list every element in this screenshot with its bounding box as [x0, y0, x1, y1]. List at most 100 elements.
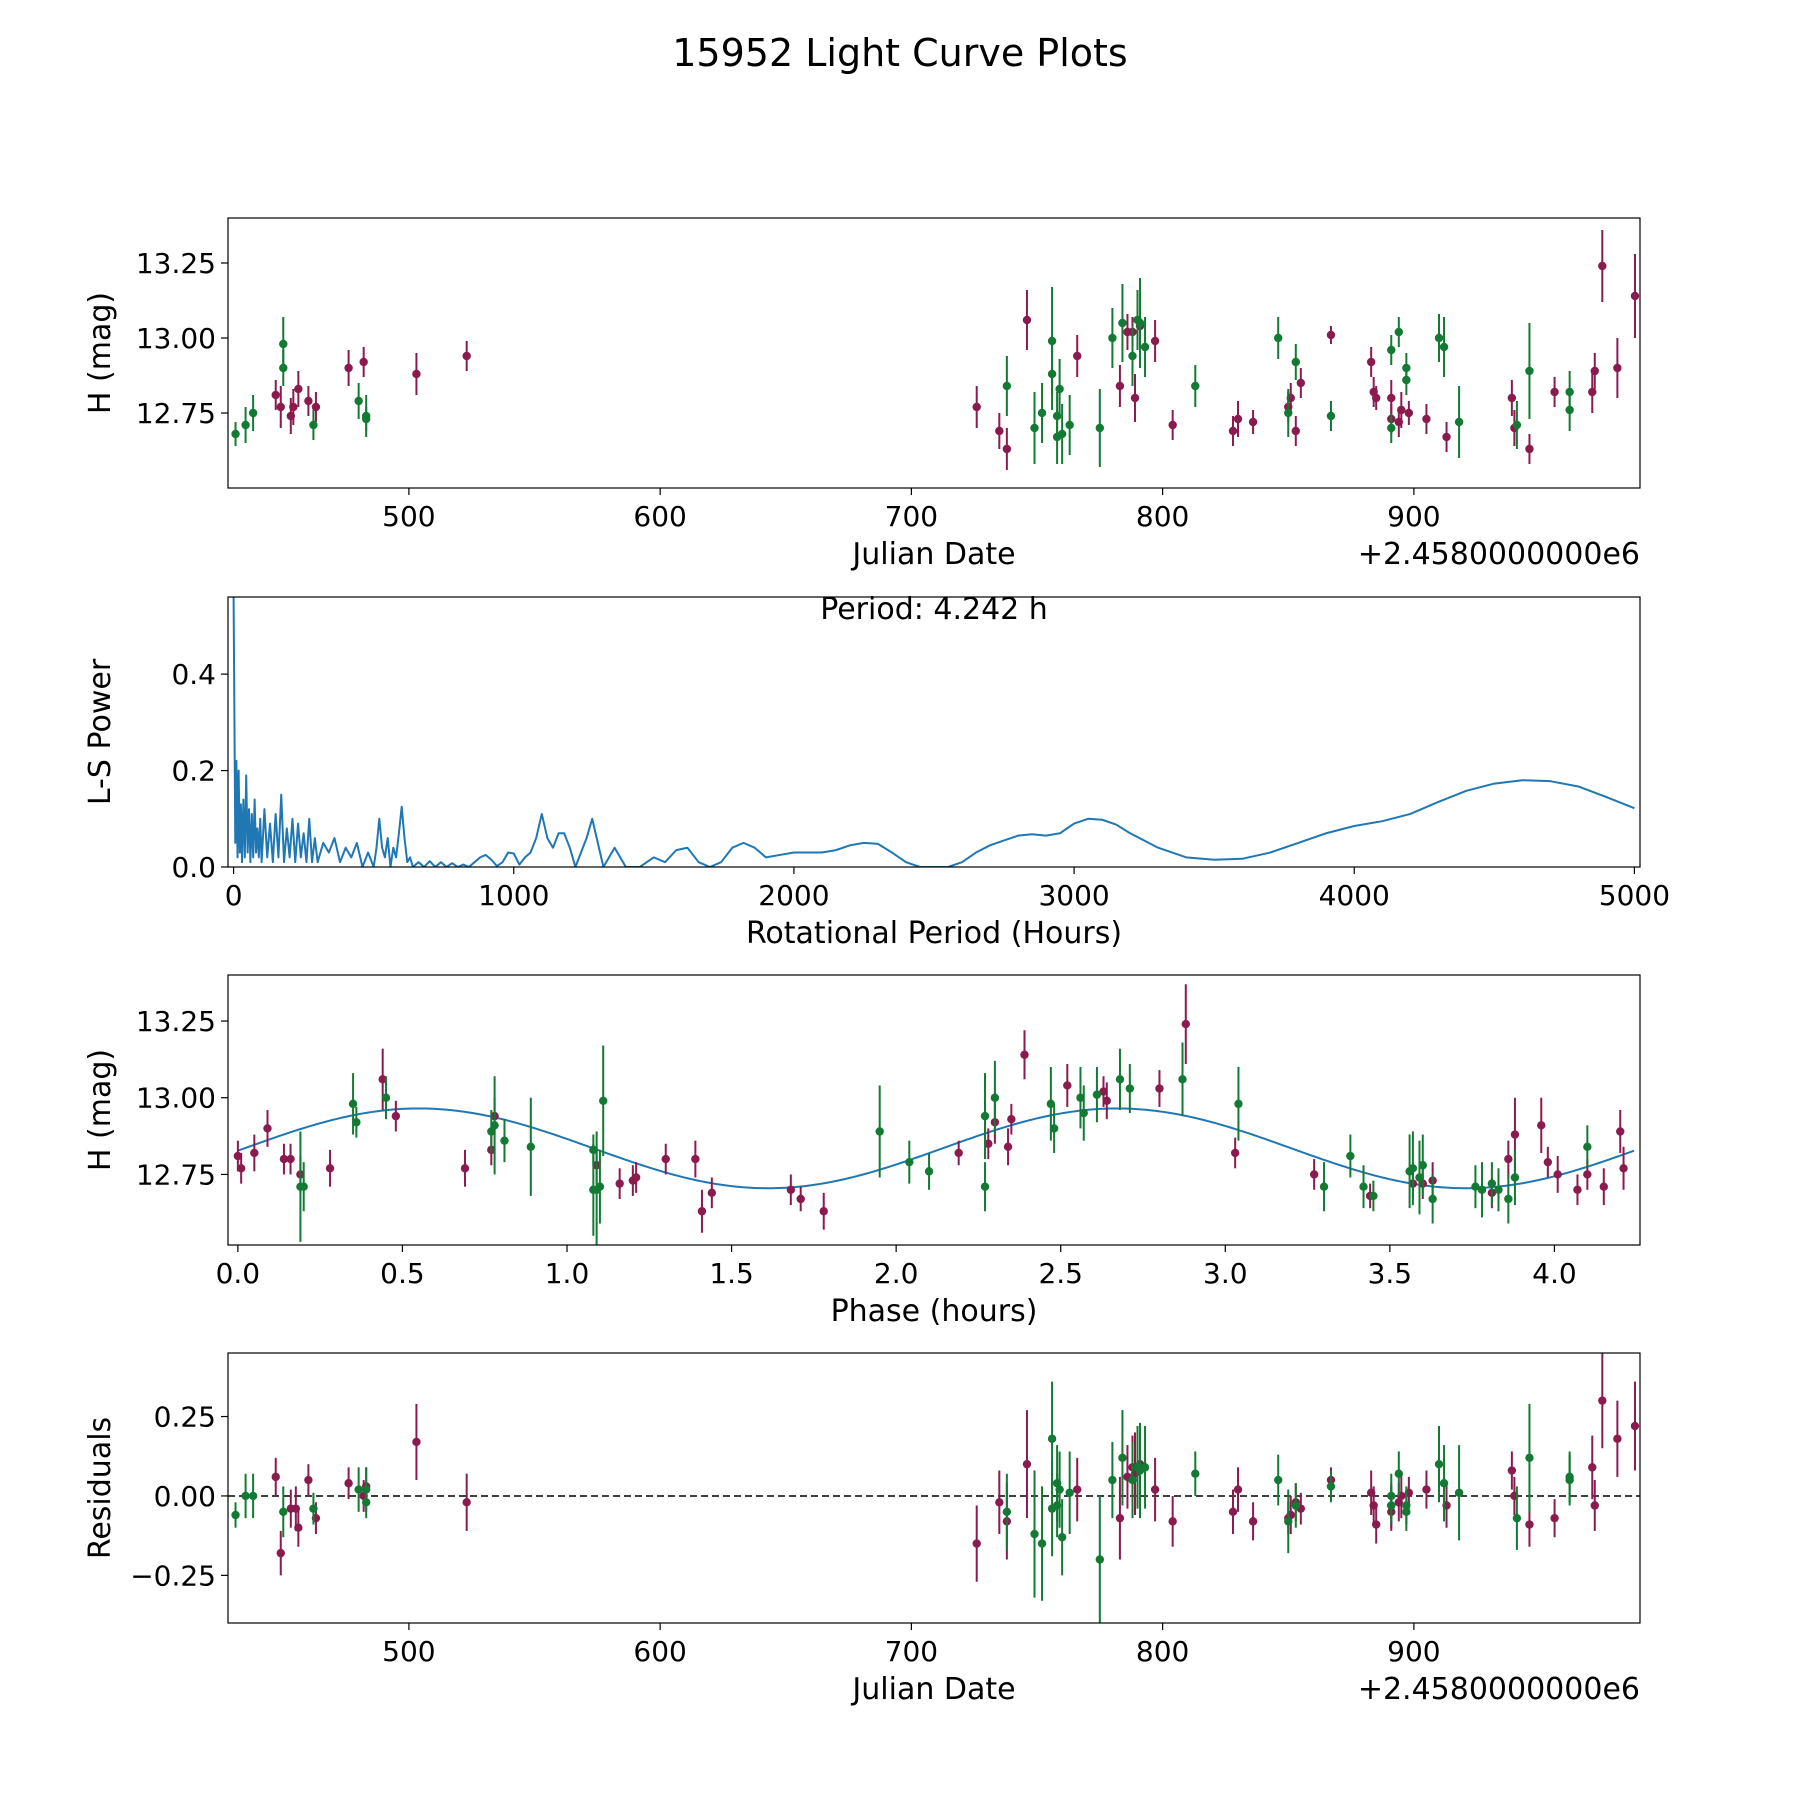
- axes-frame-lightcurve: [227, 217, 1641, 489]
- data-point: [1428, 1194, 1437, 1204]
- data-point: [294, 1523, 303, 1532]
- x-tick-label: 0.0: [216, 1257, 261, 1290]
- data-point: [1525, 1520, 1534, 1529]
- x-tick-label: 800: [1136, 500, 1189, 533]
- y-tick-label: 13.00: [136, 322, 216, 355]
- panel-phased: 0.0 0.5 1.0 1.5 2.0 2.5 3.0 3.5 4.0 12.75 13.00 13.…: [83, 974, 1641, 1329]
- data-point: [1394, 327, 1404, 337]
- data-point: [1326, 411, 1336, 421]
- y-tick-label: 13.25: [136, 247, 216, 280]
- x-tick-label: 600: [633, 1635, 686, 1668]
- x-tick-label: 600: [633, 500, 686, 533]
- data-point: [1108, 333, 1117, 343]
- data-point: [599, 1096, 608, 1105]
- x-offset-label: +2.4580000000e6: [1358, 1672, 1640, 1707]
- data-point: [1553, 1170, 1562, 1179]
- x-axis-label: Phase (hours): [831, 1294, 1038, 1329]
- data-point: [1030, 423, 1039, 433]
- data-point: [309, 1504, 318, 1513]
- data-point: [263, 1124, 272, 1133]
- data-point: [412, 369, 421, 379]
- data-point: [1099, 1087, 1108, 1096]
- data-point: [1613, 1434, 1622, 1443]
- data-point: [289, 402, 298, 412]
- data-point: [1002, 444, 1012, 454]
- x-axis-label: Rotational Period (Hours): [746, 916, 1122, 951]
- data-point: [354, 396, 363, 406]
- data-point: [354, 1485, 363, 1494]
- data-point: [1055, 1485, 1064, 1494]
- axes-frame-periodogram: [227, 596, 1641, 868]
- y-tick-label: 13.25: [136, 1005, 216, 1038]
- data-point: [299, 1182, 308, 1191]
- data-point: [1128, 351, 1137, 361]
- data-point: [279, 339, 288, 349]
- data-point: [1168, 420, 1177, 430]
- data-point: [1525, 444, 1534, 454]
- data-point: [1402, 1507, 1411, 1517]
- data-point: [1274, 333, 1283, 343]
- y-tick-label: 0.25: [154, 1401, 216, 1434]
- data-point: [1047, 1434, 1057, 1443]
- data-point: [1408, 1164, 1418, 1173]
- data-point: [1397, 405, 1406, 415]
- data-point: [1168, 1517, 1177, 1526]
- data-point: [924, 1167, 934, 1176]
- panel-residuals: 500 600 700 800 900 −0.25 0.00 0.25 Julian Date R…: [83, 1352, 1641, 1707]
- figure-title: 15952 Light Curve Plots: [672, 31, 1127, 75]
- data-point: [972, 402, 981, 412]
- y-tick-label: 12.75: [136, 1158, 216, 1191]
- data-point: [1140, 342, 1150, 352]
- data-point: [1346, 1151, 1355, 1161]
- data-point: [1047, 369, 1057, 379]
- data-point: [1030, 1529, 1039, 1539]
- data-point: [1284, 408, 1293, 418]
- x-tick-label: 3000: [1038, 879, 1109, 912]
- data-point: [1065, 420, 1074, 430]
- data-point: [1630, 1421, 1640, 1431]
- data-point: [1434, 1459, 1444, 1469]
- plot-area-phased: [233, 984, 1635, 1245]
- x-tick-label: 500: [382, 500, 435, 533]
- data-point: [279, 1507, 288, 1517]
- data-point: [1108, 1475, 1117, 1485]
- data-point: [1057, 429, 1067, 439]
- x-tick-label: 1.0: [545, 1257, 590, 1290]
- series-green: [231, 278, 1574, 467]
- data-point: [1037, 1539, 1047, 1548]
- data-point: [1415, 1173, 1424, 1182]
- data-point: [1022, 1459, 1032, 1469]
- data-point: [1128, 1475, 1137, 1485]
- data-point: [1422, 1485, 1431, 1494]
- y-tick-label: 0.4: [171, 658, 216, 691]
- data-point: [378, 1075, 387, 1084]
- data-point: [1371, 393, 1381, 403]
- data-point: [487, 1127, 496, 1136]
- data-point: [1550, 387, 1559, 397]
- y-axis-label: H (mag): [83, 292, 118, 414]
- plot-area-lightcurve: [231, 230, 1640, 470]
- data-point: [1487, 1179, 1497, 1188]
- data-point: [1598, 1396, 1607, 1405]
- data-point: [250, 1148, 259, 1158]
- data-point: [589, 1145, 598, 1155]
- data-point: [325, 1164, 335, 1173]
- data-point: [980, 1182, 990, 1191]
- x-tick-label: 2000: [758, 879, 829, 912]
- data-point: [1387, 393, 1396, 403]
- data-point: [595, 1182, 605, 1191]
- x-axis-label: Julian Date: [850, 1672, 1015, 1707]
- data-point: [1233, 414, 1243, 424]
- data-point: [276, 402, 285, 412]
- data-point: [1371, 1520, 1381, 1529]
- data-point: [905, 1157, 914, 1167]
- y-axis-label: Residuals: [83, 1417, 118, 1559]
- data-point: [1274, 1475, 1283, 1485]
- data-point: [1510, 1173, 1520, 1182]
- data-point: [1150, 336, 1160, 346]
- x-tick-label: 900: [1387, 500, 1440, 533]
- y-tick-label: 0.00: [154, 1480, 216, 1513]
- data-point: [1007, 1115, 1016, 1124]
- series-green: [296, 1042, 1592, 1245]
- data-point: [1387, 345, 1396, 355]
